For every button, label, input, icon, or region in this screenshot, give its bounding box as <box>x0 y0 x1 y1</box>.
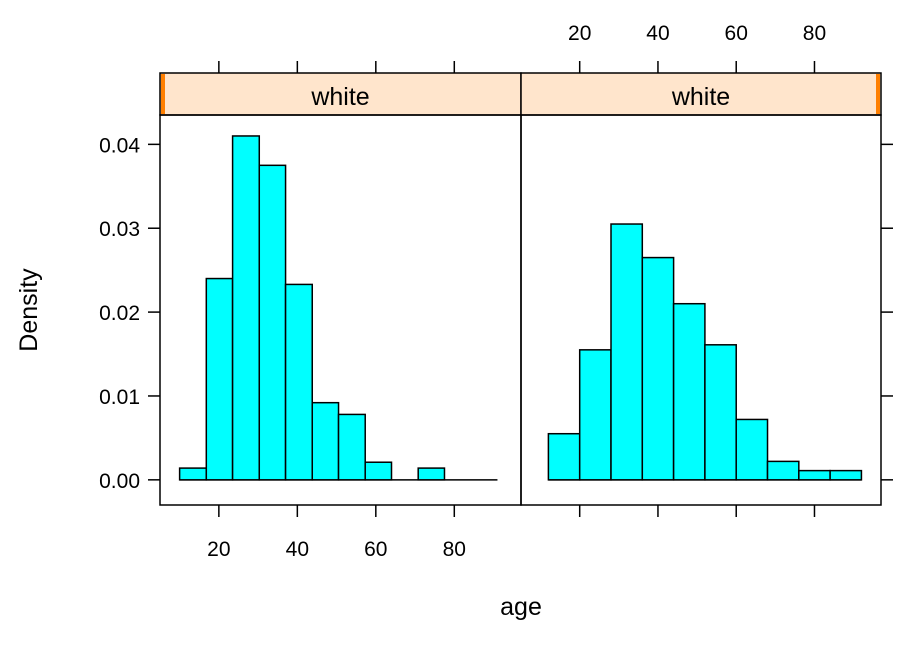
panel-1-strip-label: white <box>310 83 369 111</box>
panel-1-bar-2 <box>205 277 234 481</box>
y-tick-label: 0.02 <box>99 302 140 325</box>
panel-2-bar-8 <box>766 460 800 481</box>
x-tick-label-top: 40 <box>646 22 669 45</box>
panel-2-strip-label: white <box>671 83 730 111</box>
panel-1-strip-indicator <box>161 74 165 114</box>
x-tick-label-top: 80 <box>803 22 826 45</box>
panel-2-bar-6 <box>704 344 737 481</box>
panel-1-bar-1 <box>178 467 208 481</box>
y-tick-label: 0.03 <box>99 218 140 241</box>
x-tick-label-top: 20 <box>568 22 591 45</box>
panel-2-frame <box>520 114 882 506</box>
panel-1-strip <box>159 72 522 116</box>
x-tick-label-bottom: 80 <box>443 538 466 561</box>
x-tick-label-bottom: 60 <box>364 538 387 561</box>
x-axis-title: age <box>500 593 542 621</box>
panel-1-bar-3 <box>231 135 261 481</box>
panel-2-bar-2 <box>578 349 612 481</box>
panel-1-bar-4 <box>258 164 287 481</box>
panel-2-bar-10 <box>829 469 863 481</box>
panel-2-bar-3 <box>610 223 644 481</box>
panel-1-bar-7 <box>337 413 366 481</box>
panel-2-strip <box>520 72 882 116</box>
panel-2-bar-9 <box>798 469 831 481</box>
panel-1-bar-5 <box>284 283 313 481</box>
panel-1-bar-8 <box>364 461 393 481</box>
panel-2-bar-1 <box>547 432 581 481</box>
y-axis-title: Density <box>15 268 43 352</box>
x-tick-label-top: 60 <box>725 22 748 45</box>
panel-2-bar-7 <box>735 418 769 481</box>
y-tick-label: 0.00 <box>99 470 140 493</box>
panel-2-strip-indicator <box>876 74 880 114</box>
panel-2-bar-5 <box>672 302 706 481</box>
panel-1-bar-6 <box>311 401 340 481</box>
panel-1-bar-10 <box>417 467 446 481</box>
panel-2-bar-4 <box>641 256 675 481</box>
y-tick-label: 0.04 <box>99 134 140 157</box>
y-tick-label: 0.01 <box>99 386 140 409</box>
x-tick-label-bottom: 20 <box>207 538 230 561</box>
x-tick-label-bottom: 40 <box>286 538 309 561</box>
